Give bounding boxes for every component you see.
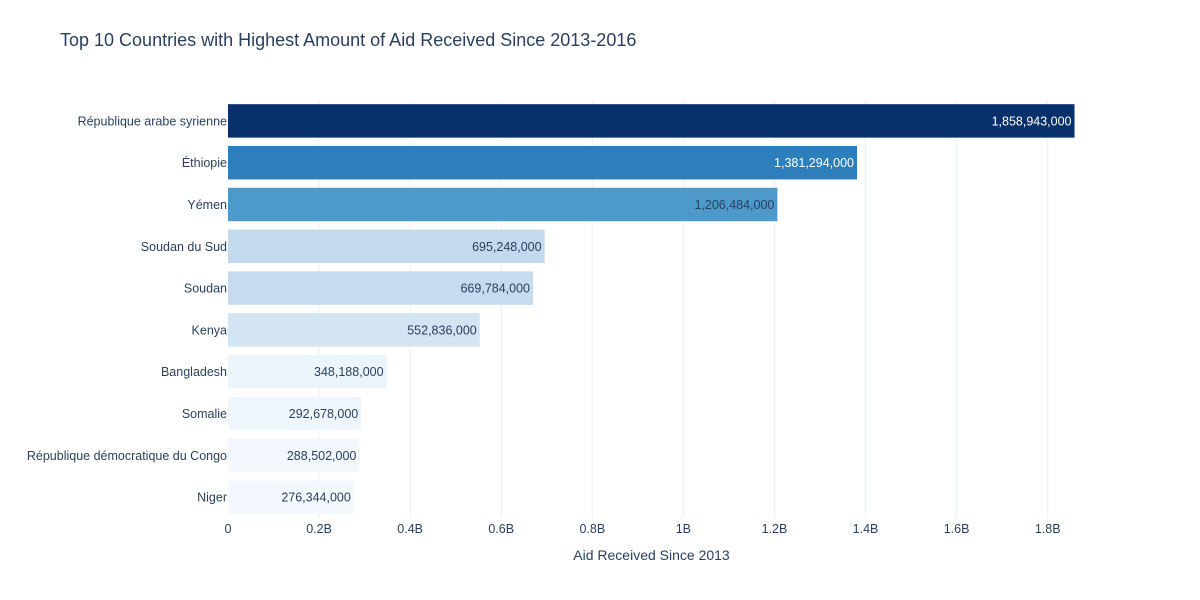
y-tick-label: Soudan xyxy=(184,282,227,296)
bar-value-label: 669,784,000 xyxy=(460,282,530,296)
bar[interactable] xyxy=(228,187,778,222)
bar-value-label: 276,344,000 xyxy=(281,491,351,505)
x-axis-title: Aid Received Since 2013 xyxy=(573,547,730,563)
bar-value-label: 348,188,000 xyxy=(314,365,384,379)
bar-value-label: 552,836,000 xyxy=(407,323,477,337)
x-tick-label: 1.4B xyxy=(853,522,879,536)
bar-value-label: 695,248,000 xyxy=(472,240,542,254)
bar-value-label: 1,206,484,000 xyxy=(694,198,774,212)
y-tick-label: Yémen xyxy=(187,198,227,212)
y-tick-label: Éthiopie xyxy=(182,155,227,170)
y-tick-label: Kenya xyxy=(192,323,227,337)
y-tick-label: Niger xyxy=(197,491,227,505)
bar[interactable] xyxy=(228,145,858,180)
bar-value-label: 288,502,000 xyxy=(287,449,357,463)
bar[interactable] xyxy=(228,438,360,473)
gridlines xyxy=(318,100,1049,518)
x-tick-label: 0.8B xyxy=(579,522,605,536)
x-tick-label: 1B xyxy=(676,522,691,536)
bar-value-label: 292,678,000 xyxy=(289,407,359,421)
x-tick-label: 0.2B xyxy=(306,522,332,536)
bar[interactable] xyxy=(228,229,545,264)
chart-title: Top 10 Countries with Highest Amount of … xyxy=(60,30,637,50)
bar-value-label: 1,858,943,000 xyxy=(992,114,1072,128)
x-tick-labels: 0 0.2B 0.4B 0.6B 0.8B 1B 1.2B 1.4B 1.6B 1.8B xyxy=(225,522,1061,536)
x-tick-label: 1.8B xyxy=(1035,522,1061,536)
bar[interactable] xyxy=(228,396,362,431)
y-tick-label: Soudan du Sud xyxy=(141,240,227,254)
bar[interactable] xyxy=(228,271,534,305)
bar-value-label: 1,381,294,000 xyxy=(774,156,854,170)
x-tick-label: 0.6B xyxy=(488,522,514,536)
x-tick-label: 1.2B xyxy=(762,522,788,536)
bar[interactable] xyxy=(228,354,387,389)
y-tick-label: République arabe syrienne xyxy=(78,114,227,128)
y-tick-label: Somalie xyxy=(182,407,227,421)
y-tick-label: Bangladesh xyxy=(161,365,227,379)
y-tick-labels: République arabe syrienne Éthiopie Yémen So… xyxy=(27,114,227,504)
bar[interactable] xyxy=(228,480,354,514)
bar[interactable] xyxy=(228,313,480,347)
x-tick-label: 1.6B xyxy=(944,522,970,536)
x-tick-label: 0.4B xyxy=(397,522,423,536)
bars: 1,858,943,000 1,381,294,000 1,206,484,000 6… xyxy=(228,104,1075,514)
x-tick-label: 0 xyxy=(225,522,232,536)
y-tick-label: République démocratique du Congo xyxy=(27,449,227,463)
bar[interactable] xyxy=(228,104,1075,138)
